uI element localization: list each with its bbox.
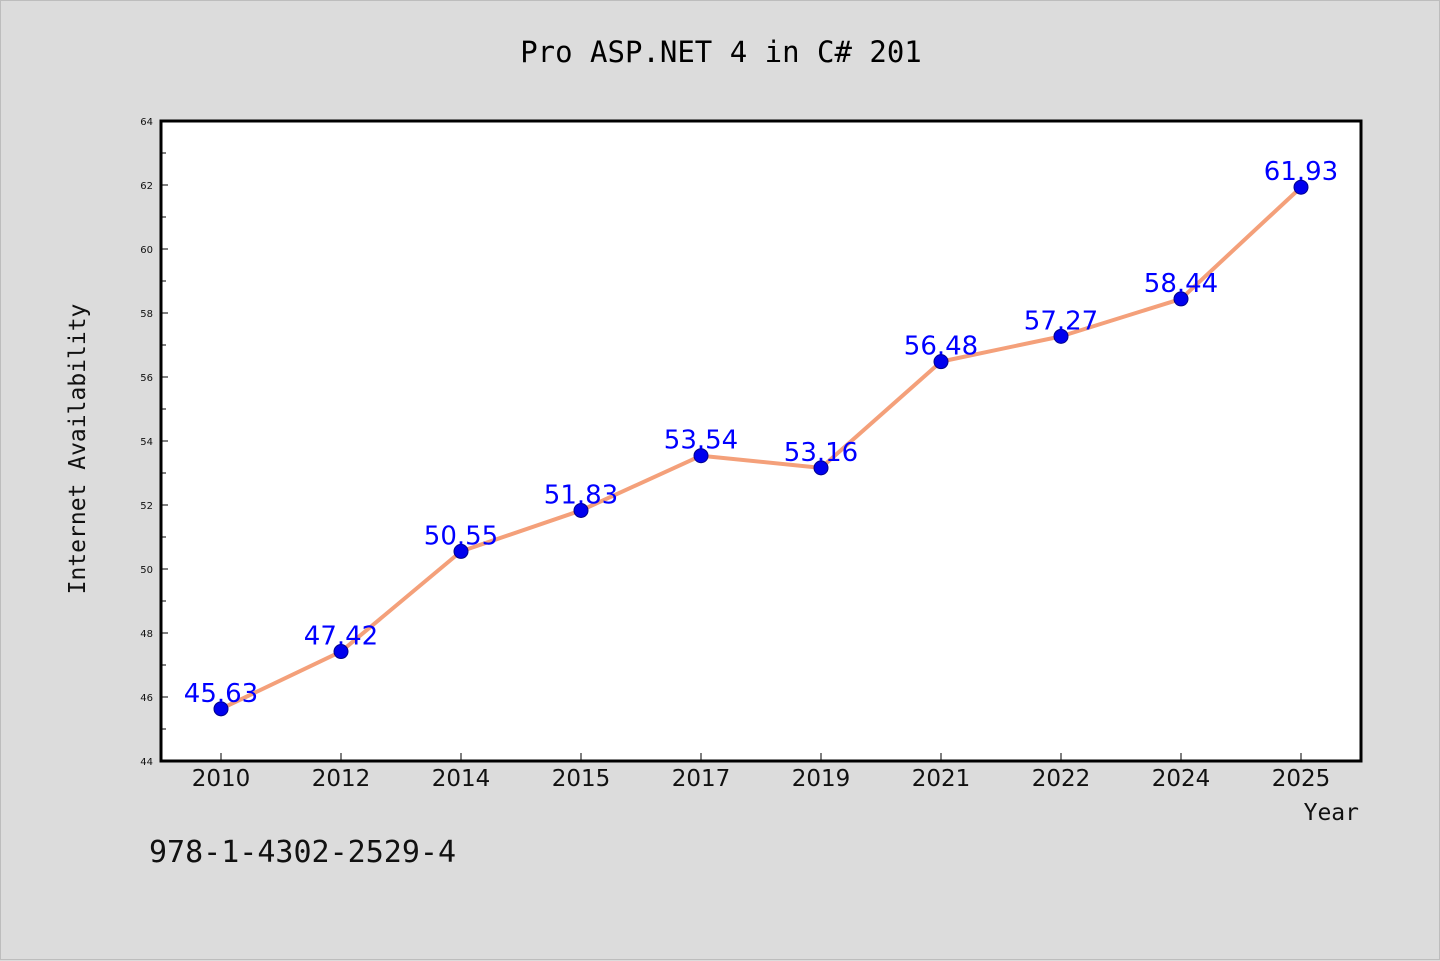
y-tick-label: 60 — [140, 245, 153, 256]
series-line — [220, 185, 1303, 711]
chart-title: Pro ASP.NET 4 in C# 201 — [520, 35, 922, 69]
x-axis-title: Year — [1304, 800, 1359, 826]
y-tick-label: 44 — [140, 757, 153, 768]
x-axis: 2010 2012 2014 2015 2017 2019 2021 2022 2024 2025 — [192, 753, 1331, 792]
y-tick-label: 56 — [140, 373, 153, 384]
series-group: 45.63 47.42 50.55 51.83 53.54 53.16 56.48 57.27… — [184, 157, 1338, 717]
data-label: 57.27 — [1024, 306, 1098, 336]
x-tick-label: 2021 — [912, 766, 971, 792]
x-tick-label: 2010 — [192, 766, 251, 792]
data-label: 61.93 — [1264, 157, 1338, 187]
data-label: 53.16 — [784, 438, 858, 468]
footer-isbn: 978-1-4302-2529-4 — [149, 835, 457, 870]
y-axis-title: Internet Availability — [65, 304, 91, 595]
x-tick-label: 2024 — [1152, 766, 1211, 792]
plot-area — [159, 119, 1363, 763]
data-point — [693, 448, 709, 464]
data-point — [1293, 179, 1309, 195]
data-label: 50.55 — [424, 521, 498, 551]
data-label: 58.44 — [1144, 269, 1218, 299]
x-tick-label: 2019 — [792, 766, 851, 792]
data-point — [933, 354, 949, 370]
x-tick-label: 2025 — [1272, 766, 1331, 792]
data-point — [213, 701, 229, 717]
y-tick-label: 50 — [140, 565, 153, 576]
y-tick-label: 64 — [140, 117, 153, 128]
y-tick-label: 48 — [140, 629, 153, 640]
data-point — [333, 644, 349, 660]
data-point — [813, 460, 829, 476]
data-point — [1173, 291, 1189, 307]
y-tick-label: 52 — [140, 501, 153, 512]
data-label: 47.42 — [304, 622, 378, 652]
y-tick-label: 54 — [140, 437, 153, 448]
y-axis: 44 46 48 50 52 54 56 58 60 62 64 — [140, 117, 168, 768]
x-tick-label: 2014 — [432, 766, 491, 792]
data-point — [453, 543, 469, 559]
x-tick-label: 2015 — [552, 766, 611, 792]
x-tick-label: 2022 — [1032, 766, 1091, 792]
x-tick-label: 2017 — [672, 766, 731, 792]
data-point — [573, 502, 589, 518]
y-tick-label: 46 — [140, 693, 153, 704]
data-point — [1053, 328, 1069, 344]
data-label: 45.63 — [184, 679, 258, 709]
y-tick-label: 62 — [140, 181, 153, 192]
x-tick-label: 2012 — [312, 766, 371, 792]
data-label: 56.48 — [904, 332, 978, 362]
y-tick-label: 58 — [140, 309, 153, 320]
data-label: 53.54 — [664, 426, 738, 456]
data-label: 51.83 — [544, 480, 618, 510]
